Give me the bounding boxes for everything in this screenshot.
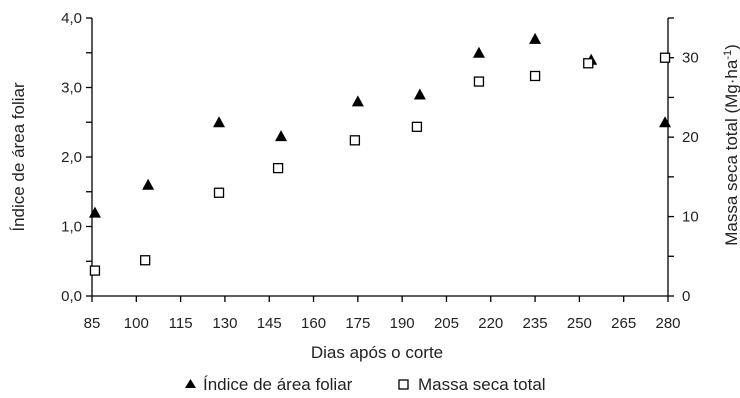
iaf-point (413, 88, 426, 100)
x-tick-label: 100 (124, 315, 149, 332)
x-tick-label: 130 (212, 315, 237, 332)
iaf-point (529, 32, 542, 44)
massa-seca-point (213, 187, 225, 198)
massa-seca-point (349, 135, 361, 146)
iaf-point (659, 116, 672, 128)
iaf-point (472, 46, 485, 58)
x-tick-label: 250 (567, 315, 592, 332)
iaf-point (88, 206, 101, 218)
y-right-tick-label: 30 (682, 50, 699, 67)
y-axis-right-title-main: Massa seca total (Mg·ha (722, 59, 740, 246)
legend-marker-triangle (185, 379, 196, 388)
y-left-tick-label: 1,0 (61, 219, 82, 236)
iaf-point (142, 178, 155, 190)
x-axis-title: Dias após o corte (311, 343, 443, 362)
massa-seca-point (659, 52, 671, 63)
x-tick-label: 205 (434, 315, 459, 332)
x-tick-label: 280 (655, 315, 680, 332)
y-axis-right-title-superscript: -1 (722, 50, 734, 60)
legend-marker-square (398, 379, 409, 390)
x-tick-label: 190 (390, 315, 415, 332)
massa-seca-point (89, 265, 101, 276)
legend-label-massa: Massa seca total (418, 375, 546, 394)
y-left-tick-label: 0,0 (61, 288, 82, 305)
massa-seca-point (529, 70, 541, 82)
y-left-tick-label: 2,0 (61, 149, 82, 166)
y-axis-right-title-close: ) (722, 44, 740, 50)
x-tick-label: 85 (84, 315, 101, 332)
y-axis-left-title: Índice de área foliar (9, 82, 28, 232)
x-tick-label: 235 (523, 315, 548, 332)
x-tick-label: 115 (169, 315, 193, 332)
y-left-tick-label: 4,0 (61, 10, 82, 27)
iaf-point (275, 130, 288, 142)
massa-seca-point (583, 58, 594, 69)
iaf-point (351, 95, 364, 107)
x-tick-label: 145 (257, 315, 282, 332)
massa-seca-point (473, 76, 485, 87)
x-tick-label: 160 (301, 315, 326, 332)
y-right-tick-label: 20 (682, 129, 699, 146)
legend: Índice de área foliar Massa seca total (185, 375, 546, 394)
ticks: 85 100 115 130 145 160 175 190 205 220 235 250 265 28… (61, 10, 699, 332)
y-axis-right-title: Massa seca total (Mg·ha-1) (722, 44, 740, 246)
y-left-tick-label: 3,0 (61, 80, 82, 97)
massa-seca-point (140, 255, 151, 266)
y-right-tick-label: 10 (682, 209, 699, 226)
massa-seca-point (272, 162, 284, 174)
x-tick-label: 220 (478, 315, 503, 332)
y-right-tick-label: 0 (682, 288, 690, 305)
axes (91, 18, 669, 297)
x-tick-label: 265 (611, 315, 636, 332)
iaf-point (213, 116, 226, 128)
massa-seca-point (411, 121, 423, 132)
x-tick-label: 175 (345, 315, 370, 332)
data-marks (88, 32, 672, 276)
legend-label-iaf: Índice de área foliar (203, 375, 353, 394)
